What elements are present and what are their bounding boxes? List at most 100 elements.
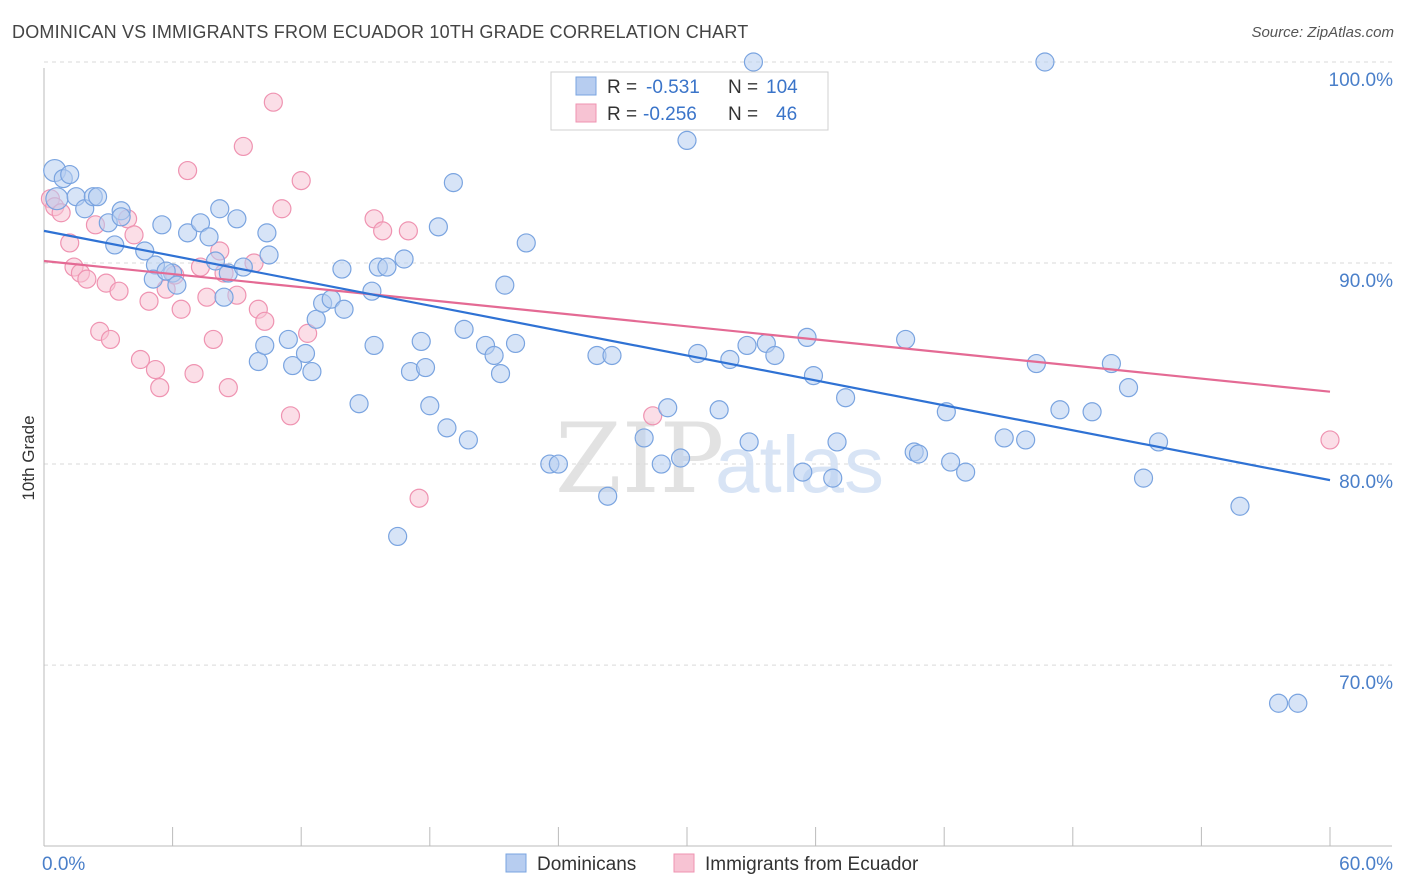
watermark: ZIP atlas — [555, 403, 884, 515]
dominican-point — [428, 217, 448, 237]
ecuador-point — [60, 233, 80, 253]
dominican-point — [152, 215, 172, 235]
dominican-point — [548, 454, 569, 474]
dominican-point — [737, 335, 757, 356]
dominican-point — [484, 345, 504, 366]
bottom-legend-swatch-dominicans — [505, 853, 527, 873]
dominican-point — [190, 213, 211, 233]
watermark-zip: ZIP — [555, 403, 724, 515]
ecuador-point — [77, 269, 97, 289]
dominican-point — [443, 173, 463, 193]
dominican-point — [205, 251, 226, 271]
dominican-point — [283, 355, 303, 376]
dominican-point — [956, 462, 976, 482]
dominican-point — [516, 233, 536, 253]
dominican-point — [45, 187, 69, 211]
correlation-legend: R = -0.531 N = 104 R = -0.256 N = 46 — [550, 71, 829, 131]
dominican-point — [908, 444, 929, 464]
dominican-point — [1035, 52, 1055, 72]
dominican-point — [823, 468, 843, 488]
dominican-point — [437, 418, 457, 438]
dominican-point — [836, 388, 856, 408]
ecuador-point — [263, 92, 283, 112]
dominican-point — [495, 275, 515, 295]
dominican-point — [1016, 430, 1036, 450]
legend-n-label-1: N = — [728, 77, 758, 98]
dominican-point — [199, 227, 219, 247]
bottom-legend-ecuador: Immigrants from Ecuador — [705, 854, 919, 875]
ecuador-point — [218, 378, 238, 398]
series-legend: Dominicans Immigrants from Ecuador — [505, 853, 919, 875]
ecuador-point — [398, 221, 418, 241]
dominican-point — [259, 245, 279, 265]
dominican-point — [248, 351, 268, 372]
dominican-point — [634, 428, 654, 448]
legend-swatch-ecuador — [575, 103, 597, 123]
dominican-point — [415, 357, 436, 378]
x-tick-label: 0.0% — [42, 854, 85, 875]
legend-r-value-1: -0.531 — [646, 77, 700, 98]
dominican-point — [454, 319, 474, 339]
legend-n-value-2: 46 — [776, 104, 797, 125]
dominican-point — [111, 207, 131, 227]
dominican-point — [87, 187, 108, 207]
legend-n-label-2: N = — [728, 104, 758, 125]
ecuador-trend-line — [43, 259, 1331, 393]
legend-n-value-1: 104 — [766, 77, 798, 98]
dominican-point — [765, 345, 785, 366]
dominican-point — [1288, 693, 1308, 713]
y-tick-label: 70.0% — [1339, 673, 1393, 694]
dominican-point — [167, 275, 187, 295]
dominican-point — [739, 432, 759, 452]
legend-r-label-1: R = — [607, 77, 637, 98]
dominican-point — [60, 164, 80, 185]
dominican-point — [178, 223, 198, 243]
dominican-point — [1133, 468, 1154, 488]
dominican-point — [670, 448, 691, 468]
dominican-point — [994, 428, 1014, 448]
dominican-point — [394, 249, 414, 269]
ecuador-point — [272, 199, 292, 219]
y-axis-label: 10th Grade — [19, 415, 38, 500]
dominican-point — [257, 223, 277, 243]
legend-r-label-2: R = — [607, 104, 637, 125]
dominican-point — [306, 309, 326, 329]
dominican-point — [364, 335, 384, 356]
ecuador-point — [139, 291, 159, 311]
x-tick-label: 60.0% — [1339, 854, 1393, 875]
ecuador-point — [109, 281, 129, 301]
ecuador-point — [280, 406, 301, 426]
dominican-point — [420, 396, 440, 416]
chart-title: DOMINICAN VS IMMIGRANTS FROM ECUADOR 10T… — [12, 22, 749, 42]
dominican-point — [896, 329, 916, 350]
ecuador-point — [255, 311, 275, 331]
dominican-trend-line — [43, 229, 1331, 482]
trend-lines — [43, 229, 1331, 482]
ecuador-point — [203, 329, 223, 350]
dominican-point — [255, 335, 275, 356]
dominican-point — [941, 452, 961, 472]
chart-source: Source: ZipAtlas.com — [1251, 24, 1394, 41]
ecuador-point — [298, 323, 318, 343]
ecuador-point — [145, 359, 166, 380]
dominican-point — [278, 329, 298, 350]
y-tick-label: 80.0% — [1339, 472, 1393, 493]
dominican-point — [362, 281, 382, 301]
dominican-point — [227, 209, 247, 229]
ecuador-point — [178, 160, 198, 181]
dominican-point — [602, 345, 622, 366]
grid-layer: 70.0% 80.0% 90.0% 100.0% — [44, 61, 1393, 694]
ecuador-point — [1320, 430, 1340, 450]
dominican-point — [233, 257, 253, 277]
dominican-point — [210, 199, 230, 219]
ecuador-point — [291, 171, 311, 191]
dominican-point — [334, 299, 354, 319]
dominican-point — [709, 400, 729, 420]
dominican-point — [651, 454, 671, 474]
dominican-point — [658, 398, 678, 418]
dominican-point — [295, 343, 316, 364]
dominican-point — [1082, 402, 1102, 422]
dominican-point — [458, 430, 478, 450]
ecuador-point — [373, 221, 393, 241]
